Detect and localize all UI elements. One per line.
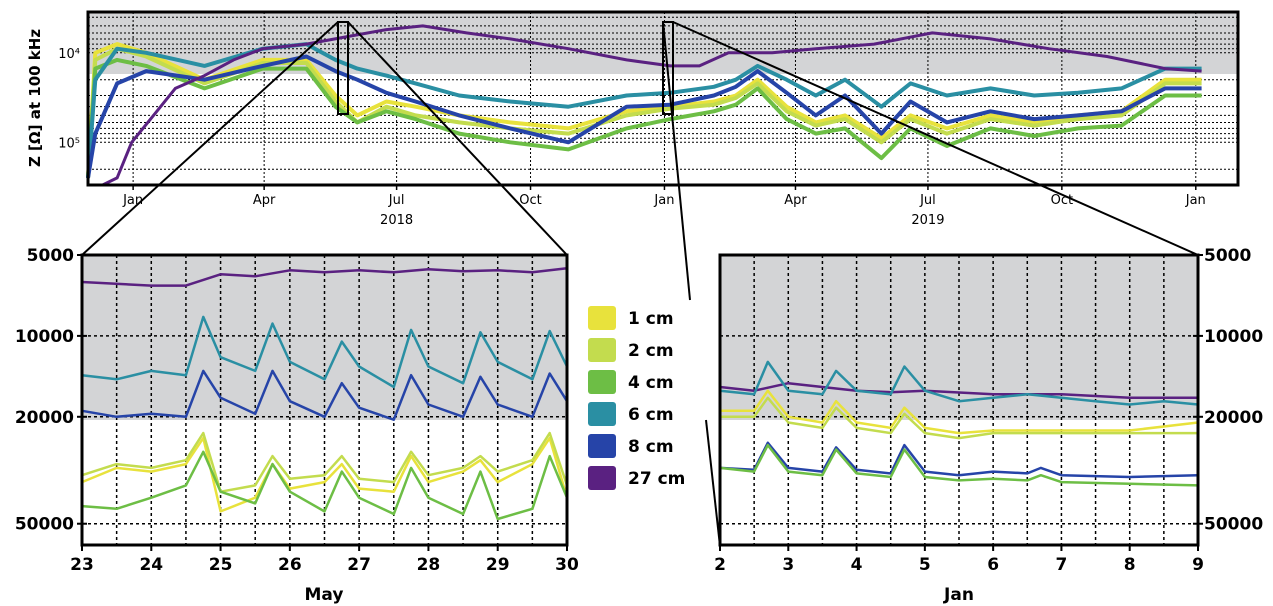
connector-jan-right	[672, 21, 1199, 256]
connector-may-right	[347, 21, 568, 256]
x-tick-label: 24	[139, 555, 163, 575]
may-x-ticks: 23 24 25 26 27 28 29 30	[70, 545, 579, 575]
legend-label: 6 cm	[628, 405, 674, 425]
overview-x-tick-label: Jan	[1185, 193, 1206, 208]
jan-frame	[718, 253, 1200, 547]
overview-x-tick-label: Apr	[253, 193, 276, 208]
legend-label: 1 cm	[628, 309, 674, 329]
series-line-2cm	[86, 46, 1202, 179]
series-line-27cm	[81, 266, 568, 287]
x-tick-label: 7	[1056, 555, 1068, 575]
y-tick-label: 50000	[1204, 515, 1263, 535]
zoom-box-jan	[662, 21, 674, 115]
x-tick-label: 5	[919, 555, 931, 575]
may-frame	[80, 253, 569, 547]
jan-y-ticks: 5000 10000 20000 50000	[1193, 246, 1263, 535]
series-line-4cm	[86, 57, 1202, 179]
y-tick-label: 5000	[1204, 246, 1251, 266]
jan-series	[719, 360, 1199, 487]
legend-swatch	[588, 370, 616, 394]
series-line-6cm	[719, 360, 1199, 406]
x-tick-label: 4	[851, 555, 863, 575]
may-shaded-band	[82, 255, 567, 420]
jan-x-ticks: 2 3 4 5 6 7 8 9	[714, 545, 1204, 575]
overview-x-tick-label: Apr	[784, 193, 807, 208]
series-line-4cm	[719, 443, 1199, 487]
overview-x-tick-label: Jul	[388, 193, 405, 208]
legend-swatch	[588, 466, 616, 490]
connector-jan-left-upper	[662, 21, 691, 301]
series-line-2cm	[81, 431, 569, 493]
x-tick-label: 26	[278, 555, 302, 575]
connector-jan-left-lower	[705, 419, 721, 547]
overview-x-tick-label: Jul	[919, 193, 936, 208]
legend-swatch	[588, 434, 616, 458]
overview-y-axis-label: Z [Ω] at 100 kHz	[26, 29, 44, 167]
y-tick-label: 10000	[15, 327, 74, 347]
overview-year-label: 2019	[911, 213, 944, 228]
x-tick-label: 9	[1192, 555, 1204, 575]
overview-x-tick-label: Oct	[519, 193, 541, 208]
may-x-axis-label: May	[305, 585, 344, 605]
overview-frame	[86, 10, 1240, 187]
y-tick-label: 10000	[1204, 327, 1263, 347]
x-tick-label: 30	[555, 555, 579, 575]
jan-zoom-panel: 5000 10000 20000 50000 2 3 4 5 6 7 8 9 Jan	[714, 246, 1263, 605]
y-tick-label: 20000	[1204, 408, 1263, 428]
may-series	[81, 266, 569, 521]
legend-label: 2 cm	[628, 341, 674, 361]
x-tick-label: 29	[486, 555, 510, 575]
may-zoom-panel: 5000 10000 20000 50000 23 24 25 26 27 28 29 30 May	[15, 246, 579, 605]
overview-x-tick-label: Jan	[122, 193, 143, 208]
legend-swatch	[588, 338, 616, 362]
legend-label: 27 cm	[628, 469, 685, 489]
overview-x-tick-label: Jan	[653, 193, 674, 208]
may-y-ticks: 5000 10000 20000 50000	[15, 246, 87, 535]
x-tick-label: 27	[347, 555, 371, 575]
legend: 1 cm 2 cm 4 cm 6 cm 8 cm 27 cm	[588, 306, 685, 490]
legend-swatch	[588, 306, 616, 330]
legend-label: 8 cm	[628, 437, 674, 457]
series-line-8cm	[81, 369, 569, 421]
x-tick-label: 28	[417, 555, 441, 575]
zoom-connectors	[81, 21, 1199, 547]
series-line-6cm	[81, 315, 569, 389]
x-tick-label: 6	[987, 555, 999, 575]
x-tick-label: 25	[209, 555, 233, 575]
overview-year-label: 2018	[380, 213, 413, 228]
series-line-1cm	[81, 436, 569, 513]
overview-y-tick-label: 10⁵	[58, 136, 80, 151]
x-tick-label: 2	[714, 555, 726, 575]
series-line-1cm	[720, 389, 1199, 435]
overview-panel: 10⁴ 10⁵ Z [Ω] at 100 kHz Jan Apr Jul Oct Jan…	[26, 10, 1240, 228]
overview-y-ticks: 10⁴ 10⁵	[58, 47, 80, 151]
y-tick-label: 5000	[27, 246, 74, 266]
x-tick-label: 3	[782, 555, 794, 575]
x-tick-label: 23	[70, 555, 94, 575]
series-line-2cm	[720, 396, 1198, 440]
series-line-4cm	[81, 450, 569, 521]
series-line-27cm	[101, 24, 1202, 187]
series-line-8cm	[719, 441, 1199, 479]
y-tick-label: 20000	[15, 408, 74, 428]
x-tick-label: 8	[1124, 555, 1136, 575]
jan-x-axis-label: Jan	[943, 585, 974, 605]
legend-label: 4 cm	[628, 373, 674, 393]
legend-swatch	[588, 402, 616, 426]
overview-y-tick-label: 10⁴	[58, 47, 80, 62]
jan-grid	[720, 254, 1198, 545]
zoom-box-may	[337, 21, 349, 115]
y-tick-label: 50000	[15, 515, 74, 535]
connector-may-left	[81, 21, 339, 256]
